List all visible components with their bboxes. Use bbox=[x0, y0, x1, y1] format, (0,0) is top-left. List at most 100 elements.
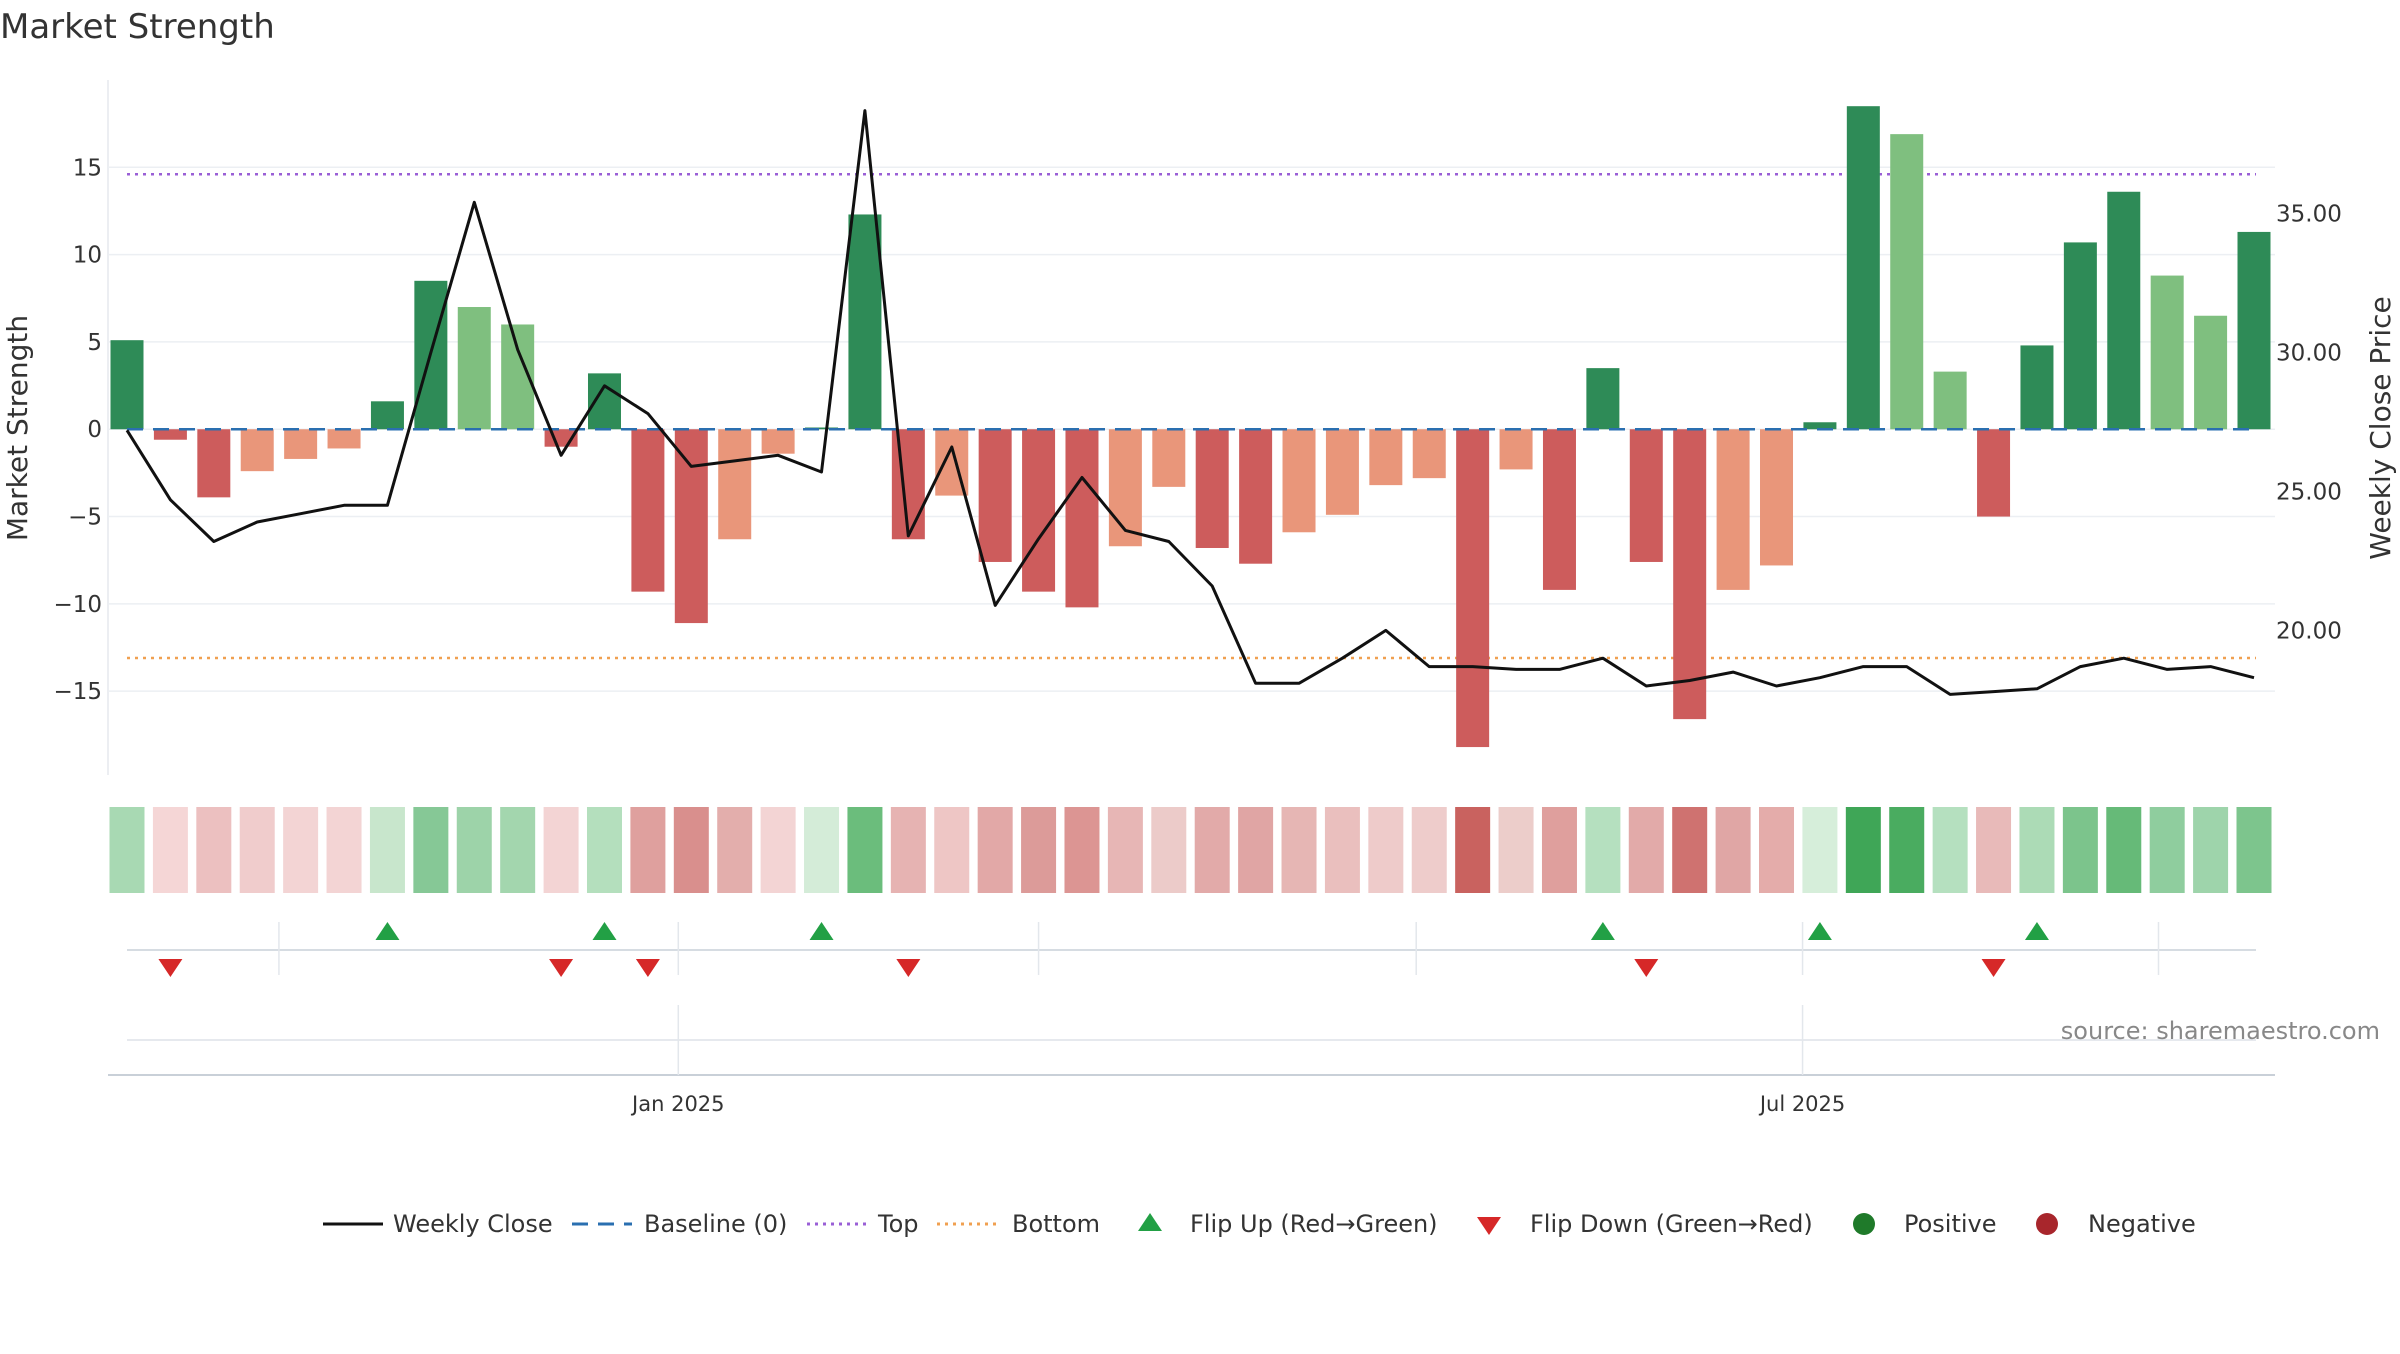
heat-cell bbox=[717, 807, 753, 893]
flip-up-marker bbox=[592, 922, 617, 940]
heat-cell bbox=[500, 807, 536, 893]
strength-bar bbox=[1325, 429, 1359, 515]
legend-dot-positive bbox=[1853, 1213, 1875, 1235]
heat-cell bbox=[1585, 807, 1621, 893]
strength-bar bbox=[457, 307, 491, 430]
heat-cell bbox=[1151, 807, 1187, 893]
legend-item: Bottom bbox=[937, 1210, 1100, 1238]
strength-bar bbox=[587, 373, 621, 430]
legend-flip-up-icon bbox=[1138, 1213, 1162, 1231]
flip-down-marker bbox=[549, 959, 574, 977]
heat-cell bbox=[630, 807, 666, 893]
heat-cell bbox=[1845, 807, 1881, 893]
flip-down-marker bbox=[158, 959, 183, 977]
strength-bar bbox=[2194, 315, 2228, 430]
strength-bar bbox=[1890, 134, 1924, 430]
strength-bar bbox=[327, 429, 361, 449]
legend-label: Baseline (0) bbox=[644, 1210, 787, 1238]
strength-bar bbox=[2107, 191, 2141, 430]
strength-bar bbox=[370, 401, 404, 430]
heat-cell bbox=[1238, 807, 1274, 893]
heat-cell bbox=[1281, 807, 1317, 893]
strength-bar bbox=[1716, 429, 1750, 590]
flip-down-marker bbox=[896, 959, 921, 977]
flip-up-marker bbox=[1590, 922, 1615, 940]
legend-label: Negative bbox=[2088, 1210, 2196, 1238]
flip-down-marker bbox=[635, 959, 660, 977]
heat-cell bbox=[2062, 807, 2098, 893]
heat-cell bbox=[2149, 807, 2185, 893]
legend-label: Top bbox=[877, 1210, 919, 1238]
strength-bar bbox=[1803, 422, 1837, 430]
heat-cell bbox=[1628, 807, 1664, 893]
heat-cell bbox=[1021, 807, 1057, 893]
strength-bar bbox=[761, 429, 795, 454]
heat-cell bbox=[1672, 807, 1708, 893]
strength-bar bbox=[978, 429, 1012, 562]
heat-cell bbox=[1715, 807, 1751, 893]
y-tick-left: −15 bbox=[53, 679, 102, 705]
y-tick-left: −5 bbox=[68, 505, 102, 531]
strength-bar bbox=[805, 427, 839, 430]
strength-bar bbox=[240, 429, 274, 472]
strength-bar bbox=[1108, 429, 1142, 547]
heat-cell bbox=[1802, 807, 1838, 893]
heat-cell bbox=[1324, 807, 1360, 893]
heat-cell bbox=[2193, 807, 2229, 893]
legend-label: Flip Up (Red→Green) bbox=[1190, 1210, 1438, 1238]
strength-bar bbox=[718, 429, 752, 540]
strength-bar bbox=[1065, 429, 1099, 608]
y-tick-left: 10 bbox=[73, 243, 102, 269]
y-axis-left-label: Market Strength bbox=[1, 315, 34, 541]
heat-cell bbox=[760, 807, 796, 893]
heat-cell bbox=[934, 807, 970, 893]
heat-cell bbox=[1064, 807, 1100, 893]
heat-cell bbox=[152, 807, 188, 893]
strength-bar bbox=[674, 429, 708, 624]
strength-bar bbox=[891, 429, 925, 540]
strength-bar bbox=[1846, 106, 1880, 430]
heat-cell bbox=[109, 807, 145, 893]
strength-bar bbox=[1977, 429, 2011, 517]
legend-flip-down-icon bbox=[1477, 1217, 1501, 1235]
y-tick-left: 15 bbox=[73, 155, 102, 181]
heat-cell bbox=[1411, 807, 1447, 893]
strength-bar bbox=[1673, 429, 1707, 720]
flip-up-marker bbox=[2024, 922, 2049, 940]
strength-bar bbox=[110, 340, 144, 430]
y-axis-right-label: Weekly Close Price bbox=[2364, 296, 2397, 559]
flip-up-marker bbox=[375, 922, 400, 940]
strength-bar bbox=[2063, 242, 2097, 430]
strength-bar bbox=[1456, 429, 1490, 748]
strength-bar bbox=[1760, 429, 1794, 566]
weekly-close-line bbox=[125, 109, 2255, 696]
heat-cell bbox=[283, 807, 319, 893]
legend-item: Weekly Close bbox=[323, 1210, 553, 1238]
heat-cell bbox=[1368, 807, 1404, 893]
y-tick-right: 20.00 bbox=[2276, 618, 2342, 644]
legend-label: Flip Down (Green→Red) bbox=[1530, 1210, 1813, 1238]
strength-bar bbox=[1629, 429, 1663, 562]
strength-bar bbox=[1022, 429, 1056, 592]
strength-bar bbox=[1152, 429, 1186, 487]
x-tick-label: Jul 2025 bbox=[1758, 1092, 1845, 1116]
heat-cell bbox=[543, 807, 579, 893]
source-credit: source: sharemaestro.com bbox=[2061, 1017, 2380, 1045]
legend-item: Flip Down (Green→Red) bbox=[1477, 1210, 1813, 1238]
heat-cell bbox=[890, 807, 926, 893]
heat-cell bbox=[673, 807, 709, 893]
strength-bar bbox=[1369, 429, 1403, 486]
heat-cell bbox=[2019, 807, 2055, 893]
heat-cell bbox=[1194, 807, 1230, 893]
strength-bar bbox=[2150, 275, 2184, 430]
legend-item: Top bbox=[807, 1210, 919, 1238]
flip-down-marker bbox=[1981, 959, 2006, 977]
strength-bar bbox=[631, 429, 665, 592]
strength-bar bbox=[1282, 429, 1316, 533]
strength-bar bbox=[2237, 231, 2271, 430]
legend-label: Positive bbox=[1904, 1210, 1997, 1238]
heat-cell bbox=[804, 807, 840, 893]
flip-down-marker bbox=[1634, 959, 1659, 977]
